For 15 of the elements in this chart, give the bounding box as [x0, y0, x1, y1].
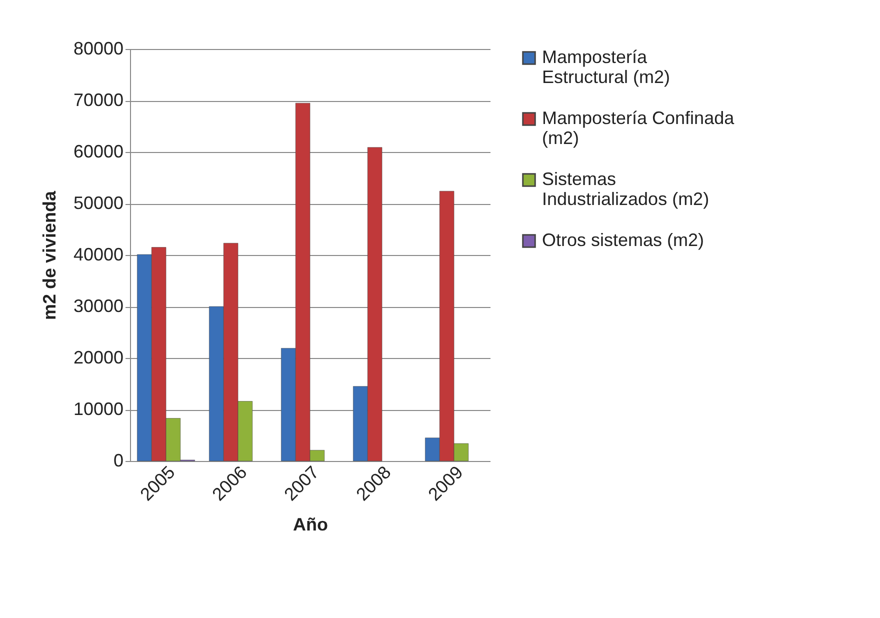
y-tick-label: 0 [113, 450, 124, 470]
x-axis-title: Año [293, 514, 328, 535]
y-tick-label: 70000 [73, 90, 124, 110]
y-tick-label: 10000 [73, 399, 124, 419]
y-tick-label: 60000 [73, 142, 124, 162]
y-tick-label: 40000 [73, 244, 124, 264]
legend-label: Mampostería Estructural (m2) [542, 47, 670, 87]
legend-label: Mampostería Confinada (m2) [542, 108, 736, 148]
y-tick-label: 20000 [73, 348, 124, 368]
y-tick-label: 50000 [73, 193, 124, 213]
legend-label: Otros sistemas (m2) [542, 230, 704, 250]
y-axis-title: m2 de vivienda [39, 190, 60, 320]
y-tick-label: 30000 [73, 296, 124, 316]
legend-label: Sistemas Industrializados (m2) [542, 169, 710, 209]
y-tick-label: 80000 [73, 38, 124, 58]
